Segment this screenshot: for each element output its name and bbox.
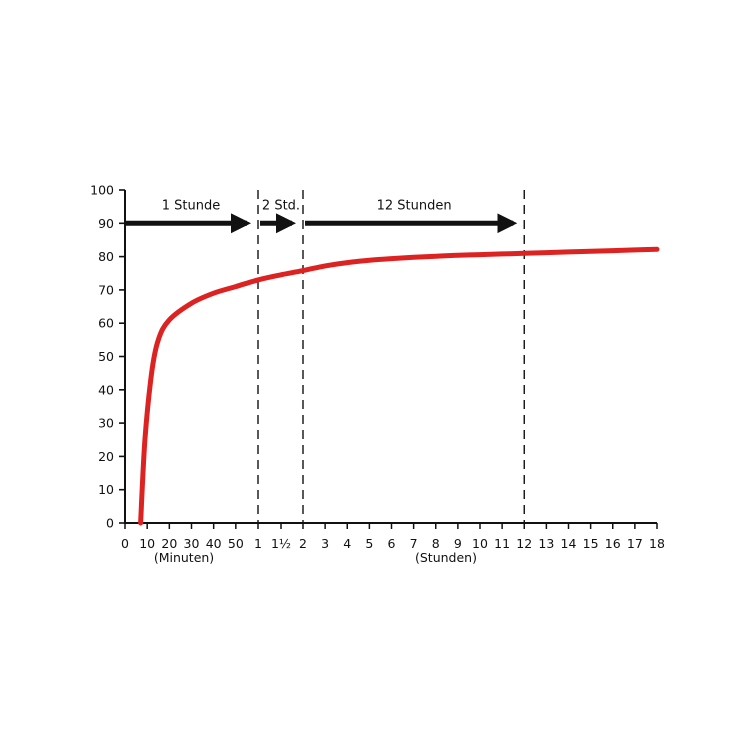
y-tick-label: 80 [98,249,114,264]
x-tick-label: 14 [561,536,577,551]
x-axis-unit-labels: (Minuten) (Stunden) [154,550,477,565]
x-tick-label: 10 [472,536,488,551]
x-axis-ticks: 0 10 20 30 40 50 1 1½ 2 3 4 5 6 7 8 9 10 11 12 13 14 15 16 17 18 [121,523,665,551]
x-unit-label: (Stunden) [415,550,477,565]
interval-label: 12 Stunden [377,198,452,213]
y-axis-ticks: 0 10 20 30 40 50 60 70 80 90 100 [90,183,125,531]
x-tick-label: 3 [321,536,329,551]
x-tick-label: 50 [228,536,244,551]
x-unit-label: (Minuten) [154,550,214,565]
x-tick-label: 0 [121,536,129,551]
y-tick-label: 0 [106,516,114,531]
x-tick-label: 18 [649,536,665,551]
interval-label: 1 Stunde [162,198,220,213]
x-tick-label: 17 [627,536,643,551]
y-tick-label: 10 [98,482,114,497]
interval-label: 2 Std. [262,198,300,213]
x-tick-label: 30 [184,536,200,551]
y-tick-label: 20 [98,449,114,464]
x-tick-label: 4 [343,536,351,551]
series-line [138,246,660,526]
x-tick-label: 8 [432,536,440,551]
x-tick-label: 1 [254,536,262,551]
y-tick-label: 100 [90,183,114,198]
x-tick-label: 1½ [271,536,291,551]
x-tick-label: 20 [161,536,177,551]
y-tick-label: 40 [98,382,114,397]
interval-arrows: 1 Stunde 2 Std. 12 Stunden [125,198,518,234]
x-tick-label: 13 [538,536,554,551]
x-tick-label: 10 [139,536,155,551]
y-tick-label: 60 [98,316,114,331]
y-tick-label: 90 [98,216,114,231]
x-tick-label: 9 [454,536,462,551]
x-tick-label: 2 [299,536,307,551]
x-tick-label: 12 [516,536,532,551]
x-tick-label: 5 [365,536,373,551]
axes [124,190,657,524]
x-tick-label: 7 [410,536,418,551]
y-tick-label: 50 [98,349,114,364]
x-tick-label: 40 [206,536,222,551]
x-tick-label: 16 [605,536,621,551]
series [138,246,660,526]
y-tick-label: 70 [98,282,114,297]
reference-lines [257,190,525,523]
x-tick-label: 15 [583,536,599,551]
x-tick-label: 6 [388,536,396,551]
x-tick-label: 11 [494,536,510,551]
y-tick-label: 30 [98,416,114,431]
